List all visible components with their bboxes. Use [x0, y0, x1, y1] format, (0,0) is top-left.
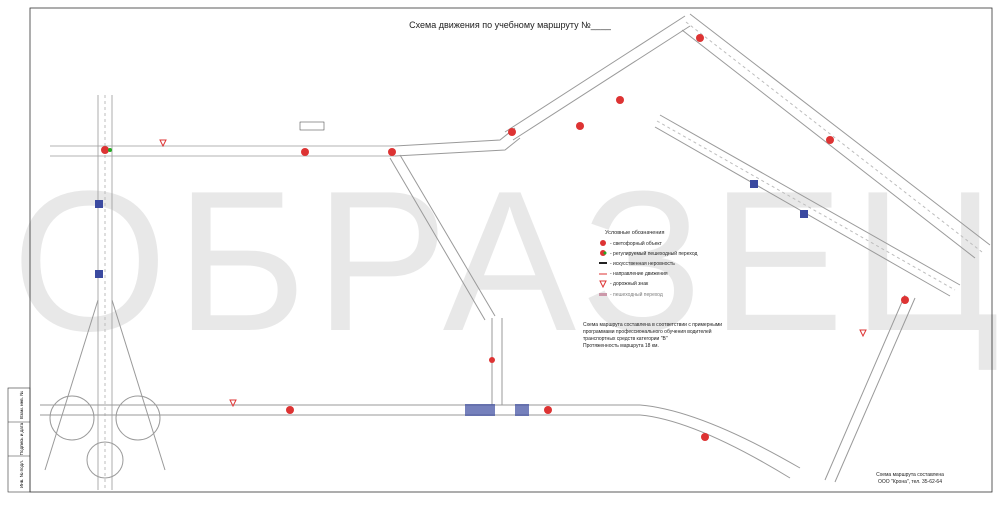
stamp-label: Инв. № подл.: [19, 460, 24, 488]
legend-item: - направление движения: [610, 271, 668, 277]
note-line: Протяженность маршрута 18 км.: [583, 343, 659, 349]
legend-item: - пешеходный переход: [610, 291, 663, 298]
map-markers: [95, 34, 909, 441]
stamp-label: Подпись и дата: [19, 422, 24, 455]
legend-item: - светофорный объект: [610, 240, 663, 247]
note-line: транспортных средств категории "В": [583, 336, 668, 342]
legend-item: - дорожный знак: [610, 280, 649, 287]
legend-item: - регулируемый пешеходный переход: [610, 250, 697, 257]
legend-title: Условные обозначения: [605, 230, 664, 236]
footer-line: ООО "Крона", тел. 35-62-64: [878, 479, 942, 485]
stamp-label: Взам. инв. №: [19, 391, 24, 419]
roads: [40, 13, 991, 490]
footer-line: Схема маршрута составлена: [876, 472, 944, 478]
title: Схема движения по учебному маршруту №___…: [409, 20, 612, 30]
stamp-box: [7, 387, 31, 493]
watermark: ОБРАЗЕЦ: [12, 150, 1000, 373]
legend-item: - искусственная неровность: [610, 261, 675, 267]
legend: Условные обозначения - светофорный объек…: [599, 230, 697, 298]
frame: [29, 7, 993, 493]
note-line: Схема маршрута составлена в соответствии…: [583, 322, 722, 328]
note-line: программами профессионального обучения в…: [583, 328, 712, 335]
note: Схема маршрута составлена в соответствии…: [583, 322, 722, 349]
